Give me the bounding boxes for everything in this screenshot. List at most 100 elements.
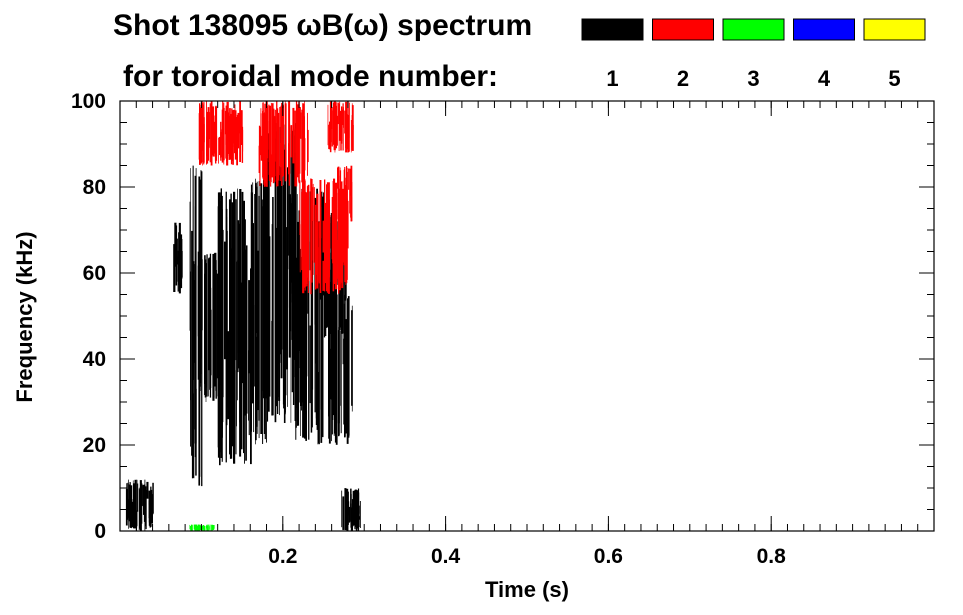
spectrum-mark (199, 335, 201, 391)
spectrum-mark (212, 525, 215, 529)
spectrum-mark (340, 300, 342, 434)
spectrum-mark (274, 123, 277, 423)
spectrum-mark (223, 103, 225, 138)
spectrum-mark (197, 524, 200, 530)
spectrum-mark (288, 123, 290, 308)
spectrum-mark (266, 106, 269, 159)
spectrum-mark (295, 131, 297, 164)
spectrum-mark (200, 104, 202, 163)
spectrum-mark (258, 203, 260, 396)
spectrum-mark (204, 273, 205, 396)
spectrum-mark (305, 210, 307, 441)
spectrum-region-mode-1 (328, 294, 353, 445)
spectrum-mark (274, 123, 276, 154)
spectrum-mark (345, 319, 347, 434)
spectrum-mark (174, 235, 176, 255)
spectrum-mark (218, 136, 221, 156)
spectrum-region-mode-1 (341, 488, 361, 531)
spectrum-region-mode-2 (258, 101, 309, 187)
spectrum-mark (340, 330, 341, 406)
spectrum-mark (268, 104, 270, 150)
spectrum-mark (347, 501, 350, 516)
spectrum-mark (299, 180, 301, 235)
spectrum-mark (136, 479, 137, 531)
spectrum-mark (288, 101, 290, 170)
spectrum-mark (233, 191, 236, 464)
spectrum-mark (303, 116, 305, 181)
spectrum-mark (357, 516, 360, 527)
spectrum-mark (230, 248, 233, 379)
spectrum-mark (319, 180, 322, 239)
spectrum-mark (277, 112, 280, 181)
spectrum-mark (299, 224, 301, 273)
y-tick-label: 40 (83, 348, 106, 371)
spectrum-mark (231, 202, 234, 447)
spectrum-mark (250, 184, 252, 432)
spectrum-mark (296, 194, 298, 426)
spectrum-mark (213, 253, 215, 398)
spectrum-mark (315, 209, 318, 425)
spectrum-region-mode-1 (217, 188, 252, 466)
spectrum-mark (307, 185, 310, 272)
chart-title-line2: for toroidal mode number: (123, 60, 498, 93)
spectrum-mark (230, 278, 232, 396)
spectrum-region-mode-1 (173, 222, 183, 294)
spectrum-mark (215, 105, 217, 157)
spectrum-mark (209, 524, 211, 531)
spectrum-mark (301, 188, 304, 403)
spectrum-mark (349, 168, 351, 214)
spectrum-mark (197, 251, 199, 380)
spectrum-mark (284, 103, 287, 182)
spectrum-mark (220, 121, 222, 158)
spectrum-mark (326, 182, 328, 293)
axis-ticks: 0.2 0.4 0.6 0.8 0 20 40 60 80 100 (71, 90, 935, 568)
x-tick-label: 0.2 (268, 545, 297, 568)
spectrum-mark (297, 221, 300, 426)
spectrum-mark (173, 244, 176, 292)
spectrum-mark (241, 110, 243, 145)
spectrum-mark (342, 317, 344, 365)
spectrum-mark (347, 114, 350, 153)
spectrum-mark (279, 107, 281, 176)
spectrum-mark (272, 197, 274, 416)
spectrum-mark (345, 101, 347, 153)
legend-swatch-mode-1 (581, 18, 644, 41)
spectrum-mark (300, 112, 302, 139)
spectrum-mark (355, 493, 357, 526)
spectrum-mark (211, 130, 214, 156)
spectrum-mark (324, 179, 326, 292)
spectrum-mark (332, 315, 335, 405)
spectrum-mark (214, 121, 216, 154)
spectrum-mark (312, 187, 314, 221)
spectrum-mark (344, 488, 347, 531)
spectrum-mark (295, 207, 297, 440)
spectrum-mark (342, 496, 345, 530)
spectrum-mark (190, 271, 191, 447)
y-tick-label: 60 (83, 262, 106, 285)
spectrum-region-mode-2 (198, 101, 244, 166)
spectrum-mark (222, 112, 224, 154)
spectrum-mark (327, 104, 329, 146)
spectrum-mark (199, 525, 202, 530)
spectrum-mark (237, 220, 240, 354)
spectrum-mark (196, 524, 198, 531)
spectrum-mark (224, 241, 226, 360)
spectrum-mark (248, 350, 250, 421)
spectrum-mark (275, 227, 278, 407)
spectrum-mark (260, 135, 263, 161)
spectrum-mark (336, 297, 337, 441)
spectrum-mark (193, 524, 195, 530)
spectrum-mark (333, 178, 336, 284)
spectrum-mark (207, 525, 209, 531)
spectrum-mark (330, 348, 332, 399)
spectrum-mark (271, 320, 274, 416)
x-tick-label: 0.6 (594, 545, 623, 568)
spectrum-mark (242, 269, 245, 350)
spectrum-mark (200, 274, 203, 324)
spectrum-mark (152, 482, 154, 514)
spectrum-mark (344, 187, 346, 221)
spectrum-mark (339, 101, 341, 117)
spectrum-mark (350, 120, 352, 153)
x-tick-label: 0.8 (757, 545, 787, 568)
spectrum-mark (293, 135, 296, 360)
